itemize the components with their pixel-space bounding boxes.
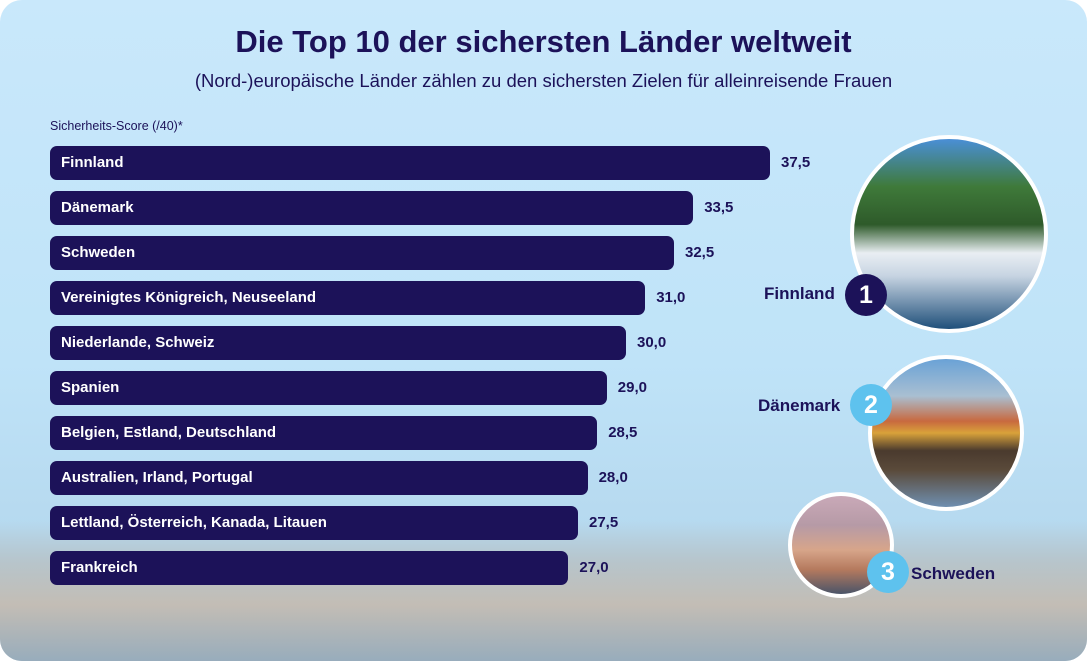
bar: Spanien xyxy=(50,371,607,405)
rank-2-badge: 2 xyxy=(850,384,892,426)
bar-label: Vereinigtes Königreich, Neuseeland xyxy=(61,289,317,306)
bar-value-label: 37,5 xyxy=(781,154,811,171)
bar: Finnland xyxy=(50,146,770,180)
rank-3-badge: 3 xyxy=(867,551,909,593)
bar-label: Belgien, Estland, Deutschland xyxy=(61,424,277,441)
bar: Dänemark xyxy=(50,191,694,225)
bar-label: Lettland, Österreich, Kanada, Litauen xyxy=(61,514,327,531)
bar-value-label: 32,5 xyxy=(685,244,715,261)
bar-value-label: 30,0 xyxy=(637,334,667,351)
bar: Australien, Irland, Portugal xyxy=(50,461,588,495)
bar-value-label: 27,5 xyxy=(589,514,619,531)
city-skyline-background xyxy=(0,521,1087,661)
bar-value-label: 31,0 xyxy=(656,289,686,306)
bar-label: Australien, Irland, Portugal xyxy=(61,469,253,486)
bar-value-label: 29,0 xyxy=(617,379,647,396)
bar: Schweden xyxy=(50,236,674,270)
bar-value-label: 28,5 xyxy=(608,424,638,441)
rank-1-badge: 1 xyxy=(845,274,887,316)
bar-value-label: 33,5 xyxy=(704,199,734,216)
denmark-photo xyxy=(868,355,1024,511)
bar-label: Dänemark xyxy=(61,199,134,216)
chart-subtitle: (Nord-)europäische Länder zählen zu den … xyxy=(194,70,893,91)
bar-label: Finnland xyxy=(61,154,124,171)
bar-label: Niederlande, Schweiz xyxy=(61,334,215,351)
bar-label: Spanien xyxy=(61,379,120,396)
bar: Belgien, Estland, Deutschland xyxy=(50,416,598,450)
bar: Lettland, Österreich, Kanada, Litauen xyxy=(50,506,578,540)
rank-2-name: Dänemark xyxy=(758,396,841,415)
rank-3-name: Schweden xyxy=(911,564,996,583)
chart-title: Die Top 10 der sichersten Länder weltwei… xyxy=(235,24,852,59)
rank-1-name: Finnland xyxy=(764,284,835,303)
bar-label: Schweden xyxy=(61,244,136,261)
bar: Vereinigtes Königreich, Neuseeland xyxy=(50,281,646,315)
bar: Frankreich xyxy=(50,551,569,585)
bar: Niederlande, Schweiz xyxy=(50,326,626,360)
bar-label: Frankreich xyxy=(61,559,138,576)
bar-value-label: 27,0 xyxy=(579,559,609,576)
axis-label: Sicherheits-Score (/40)* xyxy=(50,119,183,133)
bar-value-label: 28,0 xyxy=(598,469,628,486)
